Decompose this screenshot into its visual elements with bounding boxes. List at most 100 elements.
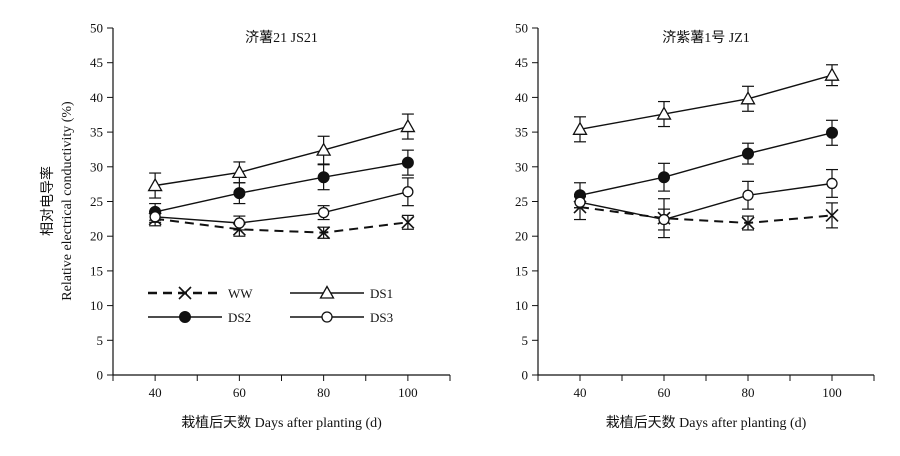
y-tick-label: 25 [515,194,528,209]
y-tick-label: 0 [522,368,529,383]
y-tick-label: 40 [515,90,528,105]
data-point-ds3 [402,186,414,198]
data-point-ds1-shape [656,106,672,120]
y-tick-label: 50 [515,21,528,36]
series-line-ww [154,217,409,234]
data-point-ds1-shape [316,142,332,156]
chart-panel-2: 0 5 10 15 20 25 30 35 40 45 50 40 60 80 100 济紫薯1号 JZ1 栽植… [515,21,875,431]
series-ww [148,211,415,240]
y-tick-label: 35 [90,125,103,140]
y-tick-label: 45 [90,55,103,70]
x-axis-title: 栽植后天数 Days after planting (d) [606,415,807,431]
data-point-ww [825,208,839,222]
data-point-ds1 [824,67,840,81]
legend-label: DS2 [228,310,251,325]
data-point-ds1 [147,177,163,192]
y-tick-label: 5 [522,333,529,348]
data-point-ds1-shape [824,67,840,81]
data-point-ds3 [826,177,838,190]
y-tick-label: 10 [515,298,528,313]
panel-title: 济薯21 JS21 [245,30,318,46]
series-ds3 [574,168,838,231]
data-point-ww-stroke-b [741,216,755,230]
data-point-ds3-shape [826,177,838,190]
data-point-ds2 [401,156,414,169]
x-tick-label: 60 [658,385,671,400]
data-point-ds3-shape [742,189,754,201]
data-point-ds2 [317,171,330,184]
y-tick-label: 30 [90,159,103,174]
data-point-ds2 [826,126,838,139]
y-tick-label: 30 [515,159,528,174]
y-tick-label: 35 [515,125,528,140]
data-point-ww-stroke-b [401,215,415,229]
data-point-ds3 [742,189,754,201]
legend-marker-stroke-b [178,286,192,300]
y-tick-label: 20 [515,229,528,244]
y-tick-label: 15 [515,263,528,278]
data-point-ds1-shape [400,118,416,133]
legend-item-ww: WW [148,286,253,301]
chart-legend: WW DS1 DS2 DS3 [148,285,393,325]
legend-label: DS3 [370,310,393,325]
x-tick-label: 40 [149,385,162,400]
series-ds2 [574,119,838,209]
legend-marker [179,311,191,323]
series-line-ds3 [155,191,409,224]
data-point-ds2-shape [658,171,670,184]
data-point-ww [317,226,331,240]
y-tick-label: 20 [90,229,103,244]
legend-label: DS1 [370,286,393,301]
data-point-ds1 [740,90,756,105]
x-tick-label: 100 [822,385,842,400]
series-line-ds1 [154,125,409,187]
x-tick-label: 80 [742,385,755,400]
data-point-ds3-shape [574,196,586,208]
data-point-ww-stroke-b [825,208,839,222]
data-point-ds1-shape [231,164,247,179]
data-point-ds1-shape [740,90,756,105]
data-point-ds3 [317,206,330,219]
data-point-ds3 [658,213,670,226]
y-tick-label: 0 [97,368,104,383]
y-axis-title: 相对电导率 Relative electrical conductivity (%… [39,101,75,301]
legend-label: WW [228,286,253,301]
y-tick-label: 5 [97,333,104,348]
series-ww [573,193,839,239]
data-point-ds2 [742,147,754,160]
data-point-ds1 [656,106,672,120]
y-tick-label: 50 [90,21,103,36]
data-point-ds3-shape [233,217,246,229]
x-axis-title: 栽植后天数 Days after planting (d) [181,415,382,431]
legend-marker-shape [321,311,333,323]
data-point-ww [401,215,415,229]
legend-item-ds3: DS3 [290,310,393,325]
data-point-ds1-shape [572,121,588,135]
data-point-ds3 [233,217,246,229]
data-point-ds3-shape [149,211,161,223]
data-point-ds2 [233,187,246,200]
y-tick-label: 40 [90,90,103,105]
data-point-ds2 [658,171,670,184]
legend-marker-shape [179,311,191,323]
legend-item-ds2: DS2 [148,310,251,325]
y-tick-label: 15 [90,263,103,278]
data-point-ds3-shape [658,213,670,226]
panel-title: 济紫薯1号 JZ1 [662,30,750,46]
data-point-ds1 [572,121,588,135]
series-line-ds1 [579,74,833,130]
y-axis-title-en: Relative electrical conductivity (%) [60,101,75,301]
series-ds3 [149,177,414,231]
data-point-ds2-shape [401,156,414,169]
data-point-ww-stroke-b [317,226,331,240]
x-tick-label: 80 [317,385,330,400]
x-tick-label: 40 [574,385,587,400]
series-line-ww [579,206,833,225]
y-tick-label: 25 [90,194,103,209]
data-point-ds3 [574,196,586,208]
data-point-ds3 [149,211,161,223]
data-point-ds1-shape [147,177,163,192]
data-point-ds1 [316,142,332,156]
y-tick-label: 10 [90,298,103,313]
